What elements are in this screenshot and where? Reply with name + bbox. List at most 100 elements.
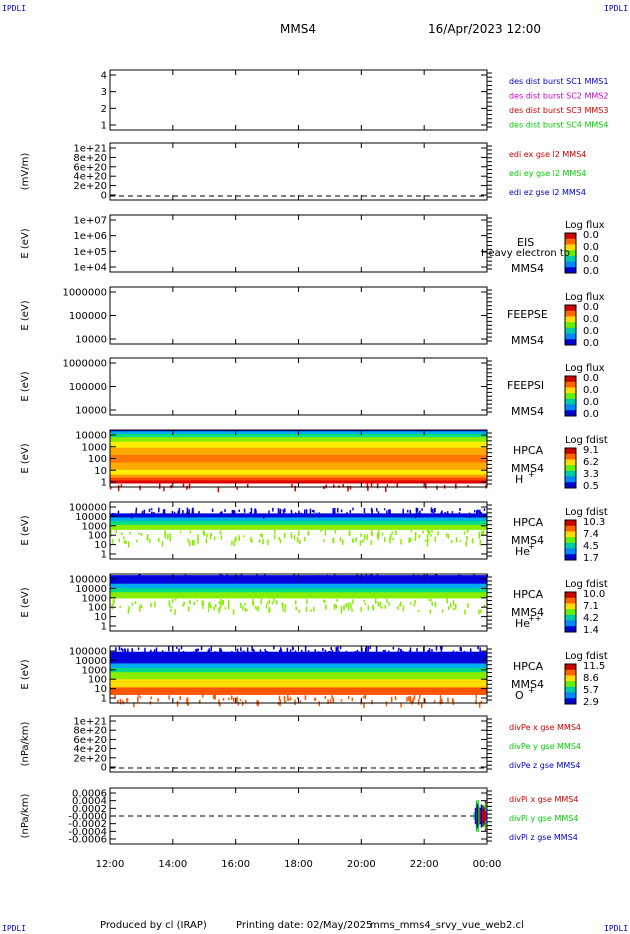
spectrogram-speck [201, 600, 203, 606]
spectrogram-speck [265, 604, 268, 609]
spectrogram-speck [363, 508, 366, 513]
colorbar-tick-label: 7.4 [583, 529, 599, 540]
colorbar-segment [565, 465, 576, 472]
spectrogram-speck [303, 537, 306, 542]
spectrogram-speck [334, 507, 336, 514]
spectrogram-speck [452, 600, 455, 606]
spectrogram-speck [220, 535, 223, 540]
spectrogram-speck [325, 484, 328, 488]
spectrogram-speck [254, 509, 256, 516]
spectrogram-speck [351, 697, 354, 702]
spectrogram-speck [293, 534, 296, 541]
spectrogram-speck [235, 698, 238, 701]
spectrogram-speck [414, 532, 417, 537]
spectrogram-speck [363, 534, 366, 540]
colorbar-segment [565, 476, 576, 483]
spectrogram-speck [139, 605, 141, 612]
legend-entry: des dist burst SC4 MMS4 [509, 121, 608, 130]
spectrogram-speck [205, 538, 208, 544]
colorbar-segment [565, 520, 576, 527]
spectrogram-speck [360, 533, 362, 537]
spectrogram-speck [447, 533, 450, 539]
spectrogram-speck [325, 604, 327, 610]
spectrogram-speck [242, 535, 245, 538]
spectrogram-speck [332, 511, 334, 515]
spectrogram-speck [314, 698, 316, 701]
spectrogram-speck [188, 483, 191, 489]
spectrogram-speck [456, 651, 458, 654]
y-tick-label: 1 [101, 694, 107, 705]
spectrogram-speck [323, 539, 325, 543]
spectrogram-speck [363, 702, 365, 708]
spectrogram-speck [245, 699, 247, 704]
spectrogram-speck [408, 537, 410, 543]
instrument-label: HPCA [513, 588, 544, 601]
legend-entry: divPi z gse MMS4 [509, 833, 578, 842]
spectrogram-speck [304, 646, 307, 652]
colorbar-title: Log fdist [565, 507, 608, 518]
instrument-label: FEEPSI [507, 379, 544, 392]
spectrogram-band [110, 588, 487, 593]
x-tick-label: 18:00 [284, 859, 313, 870]
y-tick-label: 100000 [69, 311, 107, 322]
spectrogram-speck [327, 699, 329, 704]
colorbar-segment [565, 531, 576, 538]
spectrogram-speck [218, 601, 221, 605]
spectrogram-speck [244, 607, 247, 612]
spectrogram-speck [418, 513, 421, 518]
charge-label: ++ [528, 614, 541, 623]
colorbar-segment [565, 609, 576, 616]
spectrogram-speck [463, 531, 466, 535]
spectrogram-speck [300, 512, 303, 517]
spectrogram-speck [340, 509, 343, 513]
spectrogram-speck [202, 606, 204, 609]
spectrogram-speck [426, 574, 428, 578]
spectrogram-band [110, 469, 487, 476]
spectrogram-speck [250, 507, 253, 514]
spectrogram-speck [365, 574, 368, 578]
spectrogram-speck [479, 539, 482, 546]
colorbar-segment [565, 592, 576, 599]
spectrogram-speck [234, 538, 236, 541]
spectrogram-speck [377, 601, 380, 607]
spectrogram-speck [352, 538, 354, 544]
spectrogram-speck [226, 574, 229, 577]
spectrogram-speck [459, 539, 462, 543]
spectrogram-speck [232, 697, 235, 702]
spectrogram-band [110, 437, 487, 443]
spectrogram-speck [191, 511, 193, 516]
spectrogram-speck [203, 531, 206, 537]
spectrogram-speck [224, 509, 226, 513]
spectrogram-speck [339, 646, 342, 650]
y-tick-label: 1e+21 [73, 144, 107, 155]
colorbar-segment [565, 381, 576, 388]
spectrogram-speck [119, 605, 121, 608]
spectrogram-speck [182, 509, 184, 514]
spectrogram-speck [301, 649, 303, 655]
spectrogram-speck [209, 534, 212, 540]
colorbar-frame [564, 375, 577, 417]
spectrogram-speck [392, 538, 394, 541]
spectrogram-speck [449, 603, 452, 608]
overlay-text: Heavy electron to [481, 248, 570, 259]
spectrogram-speck [154, 601, 156, 608]
spectrogram-speck [210, 532, 213, 536]
spectrogram-speck [158, 483, 161, 489]
y-tick-label: 1 [101, 121, 107, 132]
colorbar-tick-label: 7.1 [583, 601, 599, 612]
y-tick-label: -0.0004 [68, 827, 107, 838]
spectrogram-speck [220, 602, 222, 607]
spacecraft-label: MMS4 [511, 262, 544, 275]
spectrogram-band [110, 513, 487, 518]
spectrogram-speck [246, 484, 249, 488]
spectrogram-speck [335, 604, 338, 609]
spectrogram-speck [206, 533, 208, 538]
spectrogram-speck [127, 648, 129, 654]
spectrogram-speck [402, 605, 405, 612]
spectrogram-speck [349, 510, 352, 514]
spectrogram-speck [240, 647, 242, 652]
colorbar-tick-label: 0.0 [583, 326, 599, 337]
spectrogram-speck [378, 534, 380, 537]
spectrogram-band [110, 672, 487, 680]
